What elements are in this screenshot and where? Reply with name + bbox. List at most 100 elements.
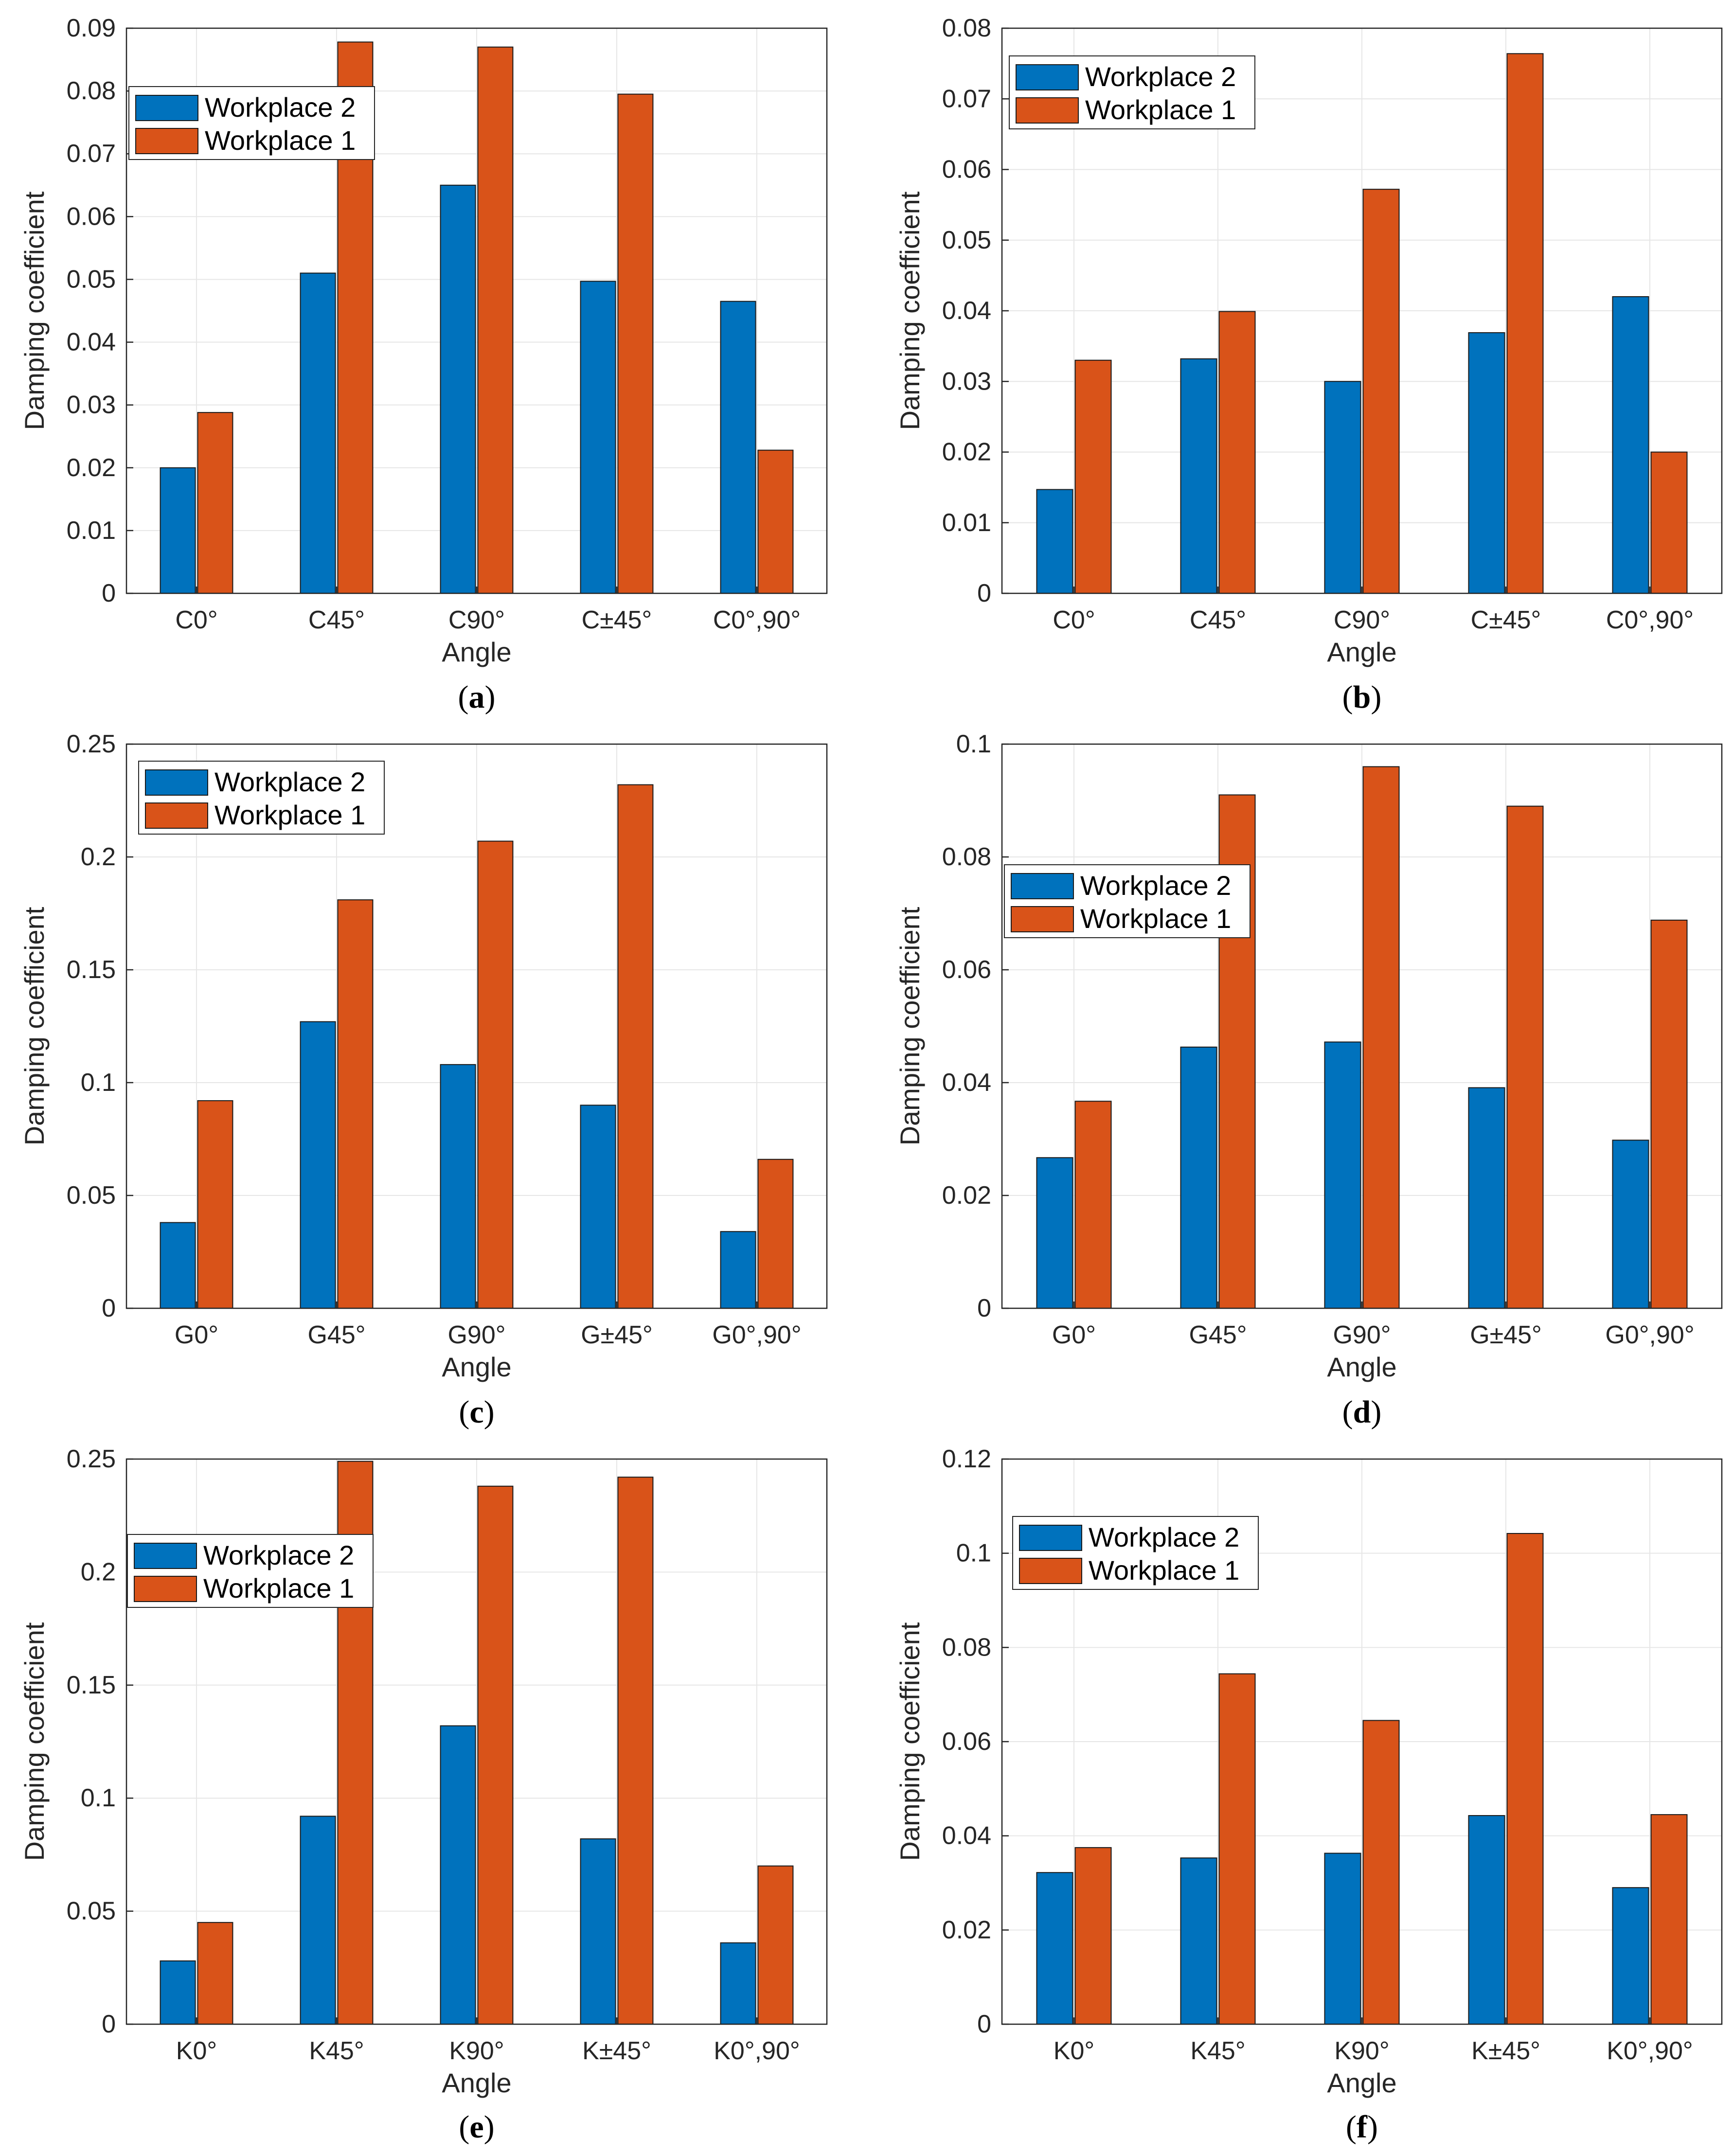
legend-swatch-workplace-2	[1019, 1525, 1082, 1551]
y-tick-label: 0.25	[67, 730, 116, 758]
x-tick-label: G±45°	[581, 1321, 653, 1349]
y-tick-label: 0.04	[942, 1069, 991, 1097]
legend-swatch-workplace-1	[1016, 97, 1079, 124]
x-tick-label: G45°	[1189, 1321, 1247, 1349]
y-tick-label: 0.08	[67, 77, 116, 105]
x-tick-label: G90°	[1333, 1321, 1391, 1349]
x-tick-label: G0°,90°	[712, 1321, 801, 1349]
bar-workplace-1	[1650, 1814, 1688, 2025]
bar-workplace-2	[720, 1942, 756, 2025]
x-tick-label: G90°	[447, 1321, 505, 1349]
legend-swatch-workplace-2	[145, 769, 208, 796]
y-axis-label: Damping coefficient	[19, 907, 50, 1145]
legend-label: Workplace 2	[214, 766, 365, 797]
x-tick-label: G45°	[307, 1321, 365, 1349]
y-tick-label: 0.1	[81, 1784, 116, 1812]
bar-workplace-2	[720, 301, 756, 594]
bar-workplace-2	[160, 467, 196, 594]
x-axis-label: Angle	[442, 1352, 511, 1382]
y-tick-label: 0.1	[956, 730, 991, 758]
x-axis-label: Angle	[1327, 2067, 1396, 2098]
bar-workplace-2	[1468, 332, 1505, 594]
legend-swatch-workplace-2	[134, 1543, 197, 1569]
bar-workplace-2	[1180, 1857, 1217, 2025]
y-tick-label: 0.1	[81, 1069, 116, 1097]
y-tick-label: 0.08	[942, 1633, 991, 1661]
bar-workplace-2	[1180, 1046, 1217, 1309]
legend-swatch-workplace-1	[145, 802, 208, 829]
legend-swatch-workplace-1	[1019, 1558, 1082, 1584]
y-tick-label: 0.04	[942, 1822, 991, 1850]
bar-workplace-2	[300, 272, 336, 594]
bar-workplace-2	[160, 1960, 196, 2025]
legend-swatch-workplace-2	[135, 95, 198, 121]
y-tick-label: 0.02	[942, 438, 991, 466]
x-tick-label: G0°,90°	[1605, 1321, 1694, 1349]
bar-workplace-1	[477, 1485, 514, 2025]
bar-workplace-2	[1180, 358, 1217, 594]
y-tick-label: 0.04	[942, 297, 991, 325]
y-tick-label: 0	[977, 2010, 991, 2038]
y-tick-label: 0.01	[67, 517, 116, 545]
bar-workplace-2	[1468, 1815, 1505, 2025]
x-tick-label: G0°	[175, 1321, 218, 1349]
y-tick-label: 0.02	[942, 1916, 991, 1944]
bar-workplace-2	[300, 1816, 336, 2025]
y-tick-label: 0.2	[81, 843, 116, 871]
bar-workplace-1	[1506, 1532, 1544, 2025]
x-tick-label: C±45°	[1471, 606, 1541, 634]
x-tick-label: C0°,90°	[713, 606, 801, 634]
bar-workplace-2	[1036, 489, 1073, 594]
bar-workplace-1	[1218, 1673, 1256, 2025]
bar-workplace-1	[1074, 1101, 1112, 1309]
y-tick-label: 0.07	[67, 140, 116, 168]
y-tick-label: 0.03	[942, 367, 991, 395]
y-tick-label: 0.06	[942, 156, 991, 184]
bar-workplace-1	[757, 449, 794, 594]
bar-workplace-1	[617, 784, 654, 1309]
bar-workplace-1	[757, 1158, 794, 1309]
x-tick-label: K0°,90°	[714, 2037, 800, 2065]
chart-panel-d: 0 0.02 0.04 0.06 0.08 0.1 G0° G45° G90° G±45° G0°,…	[894, 730, 1723, 1430]
legend-label: Workplace 2	[1089, 1522, 1239, 1552]
bar-workplace-1	[337, 899, 374, 1309]
x-tick-label: K0°	[176, 2037, 217, 2065]
legend-swatch-workplace-2	[1011, 873, 1074, 899]
bar-workplace-1	[197, 412, 233, 594]
chart-panel-e: 0 0.05 0.1 0.15 0.2 0.25 K0° K45° K90° K±45° K0°,9…	[19, 1445, 828, 2145]
bar-workplace-1	[197, 1922, 233, 2025]
chart-panel-c: 0 0.05 0.1 0.15 0.2 0.25 G0° G45° G90° G±45° G0°,9…	[19, 730, 828, 1430]
x-tick-label: K±45°	[1471, 2037, 1540, 2065]
x-tick-label: G±45°	[1470, 1321, 1542, 1349]
bar-workplace-2	[1036, 1157, 1073, 1309]
panel-caption: (f)	[1346, 2109, 1378, 2145]
legend-swatch-workplace-1	[135, 128, 198, 154]
y-tick-label: 0.05	[67, 265, 116, 293]
bar-workplace-2	[720, 1231, 756, 1309]
bar-workplace-1	[477, 46, 514, 594]
bar-workplace-1	[1074, 1847, 1112, 2025]
legend-label: Workplace 1	[1085, 94, 1236, 125]
y-tick-label: 0	[977, 1294, 991, 1322]
bar-workplace-2	[1612, 1887, 1649, 2025]
bar-workplace-2	[1468, 1087, 1505, 1309]
y-tick-label: 0.08	[942, 14, 991, 42]
bar-workplace-2	[440, 1725, 476, 2025]
panel-caption: (a)	[458, 679, 496, 715]
bar-workplace-1	[1650, 919, 1688, 1309]
axes-box	[1001, 743, 1723, 1309]
legend-label: Workplace 1	[1089, 1555, 1239, 1586]
axes-box	[125, 27, 828, 594]
x-tick-label: C0°	[1053, 606, 1095, 634]
bar-workplace-1	[1506, 53, 1544, 594]
bar-workplace-1	[1362, 766, 1400, 1309]
axes-box	[125, 743, 828, 1309]
y-axis-label: Damping coefficient	[894, 191, 925, 430]
y-tick-label: 0.1	[956, 1539, 991, 1568]
x-tick-label: C0°,90°	[1606, 606, 1694, 634]
bar-workplace-2	[1324, 381, 1361, 594]
y-tick-label: 0.09	[67, 14, 116, 42]
legend-label: Workplace 2	[205, 92, 356, 123]
